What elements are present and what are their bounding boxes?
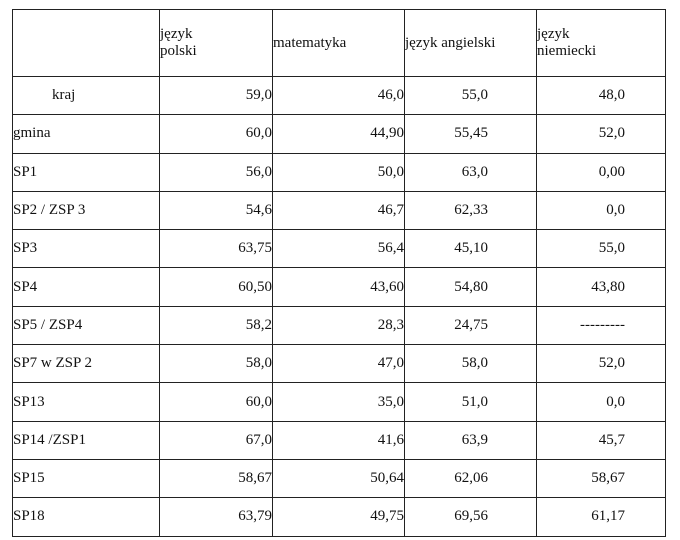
row-label: gmina (12, 114, 160, 154)
row-label: SP2 / ZSP 3 (12, 190, 160, 231)
value-english: 55,0 (404, 75, 537, 116)
value-math: 46,7 (272, 190, 405, 231)
value-german: 52,0 (536, 344, 666, 384)
value-polish: 60,0 (159, 114, 273, 154)
table-row: SP18 63,79 49,75 69,56 61,17 (12, 497, 666, 537)
value-polish: 54,6 (159, 190, 273, 231)
value-english: 62,33 (404, 190, 537, 231)
header-corner-cell (12, 9, 160, 77)
value-english: 63,0 (404, 152, 537, 192)
value-german: 48,0 (536, 75, 666, 116)
value-german: 58,67 (536, 458, 666, 499)
row-label: SP15 (12, 458, 160, 499)
value-math: 56,4 (272, 229, 405, 269)
value-polish: 63,79 (159, 497, 273, 537)
value-math: 50,0 (272, 152, 405, 192)
row-label: SP4 (12, 267, 160, 307)
value-polish: 60,0 (159, 382, 273, 422)
value-german: 52,0 (536, 114, 666, 154)
value-german: 55,0 (536, 229, 666, 269)
value-polish: 58,0 (159, 344, 273, 384)
table-row: SP5 / ZSP4 58,2 28,3 24,75 --------- (12, 305, 666, 346)
value-english: 24,75 (404, 305, 537, 346)
table-row: SP13 60,0 35,0 51,0 0,0 (12, 382, 666, 422)
table-row: SP15 58,67 50,64 62,06 58,67 (12, 458, 666, 499)
table-row: SP4 60,50 43,60 54,80 43,80 (12, 267, 666, 307)
value-german: 0,00 (536, 152, 666, 192)
row-label: SP7 w ZSP 2 (12, 344, 160, 384)
value-polish: 58,2 (159, 305, 273, 346)
value-german: --------- (536, 305, 666, 346)
value-math: 47,0 (272, 344, 405, 384)
value-math: 46,0 (272, 75, 405, 116)
results-table: język polski matematyka język angielski j… (12, 9, 666, 537)
row-label: SP14 /ZSP1 (12, 420, 160, 460)
row-label: kraj (12, 75, 160, 116)
header-german-line1: język (537, 26, 570, 42)
header-english: język angielski (404, 9, 537, 77)
value-german: 61,17 (536, 497, 666, 537)
value-polish: 56,0 (159, 152, 273, 192)
value-english: 69,56 (404, 497, 537, 537)
row-label: SP3 (12, 229, 160, 269)
value-english: 55,45 (404, 114, 537, 154)
value-german: 45,7 (536, 420, 666, 460)
value-polish: 59,0 (159, 75, 273, 116)
value-english: 58,0 (404, 344, 537, 384)
table-row: SP3 63,75 56,4 45,10 55,0 (12, 229, 666, 269)
value-polish: 67,0 (159, 420, 273, 460)
header-math: matematyka (272, 9, 405, 77)
value-english: 54,80 (404, 267, 537, 307)
table-row: SP1 56,0 50,0 63,0 0,00 (12, 152, 666, 192)
value-math: 28,3 (272, 305, 405, 346)
value-german: 0,0 (536, 382, 666, 422)
value-math: 43,60 (272, 267, 405, 307)
row-label: SP1 (12, 152, 160, 192)
value-polish: 60,50 (159, 267, 273, 307)
value-math: 41,6 (272, 420, 405, 460)
value-german: 43,80 (536, 267, 666, 307)
value-math: 44,90 (272, 114, 405, 154)
value-english: 62,06 (404, 458, 537, 499)
header-row: język polski matematyka język angielski j… (12, 9, 666, 77)
table-row: SP2 / ZSP 3 54,6 46,7 62,33 0,0 (12, 190, 666, 231)
header-german: język niemiecki (536, 9, 666, 77)
value-math: 50,64 (272, 458, 405, 499)
value-english: 51,0 (404, 382, 537, 422)
header-polish: język polski (159, 9, 273, 77)
table-body: kraj 59,0 46,0 55,0 48,0 gmina 60,0 44,90 55,45 5… (12, 75, 666, 537)
table-row: SP7 w ZSP 2 58,0 47,0 58,0 52,0 (12, 344, 666, 384)
row-label: SP18 (12, 497, 160, 537)
table-row: SP14 /ZSP1 67,0 41,6 63,9 45,7 (12, 420, 666, 460)
row-label: SP13 (12, 382, 160, 422)
value-english: 63,9 (404, 420, 537, 460)
header-polish-line1: język (160, 26, 193, 42)
row-label: SP5 / ZSP4 (12, 305, 160, 346)
header-german-line2: niemiecki (537, 43, 597, 59)
value-german: 0,0 (536, 190, 666, 231)
value-polish: 58,67 (159, 458, 273, 499)
table-row: kraj 59,0 46,0 55,0 48,0 (12, 75, 666, 116)
header-polish-line2: polski (160, 43, 197, 59)
value-polish: 63,75 (159, 229, 273, 269)
table-row: gmina 60,0 44,90 55,45 52,0 (12, 114, 666, 154)
value-math: 35,0 (272, 382, 405, 422)
value-math: 49,75 (272, 497, 405, 537)
value-english: 45,10 (404, 229, 537, 269)
